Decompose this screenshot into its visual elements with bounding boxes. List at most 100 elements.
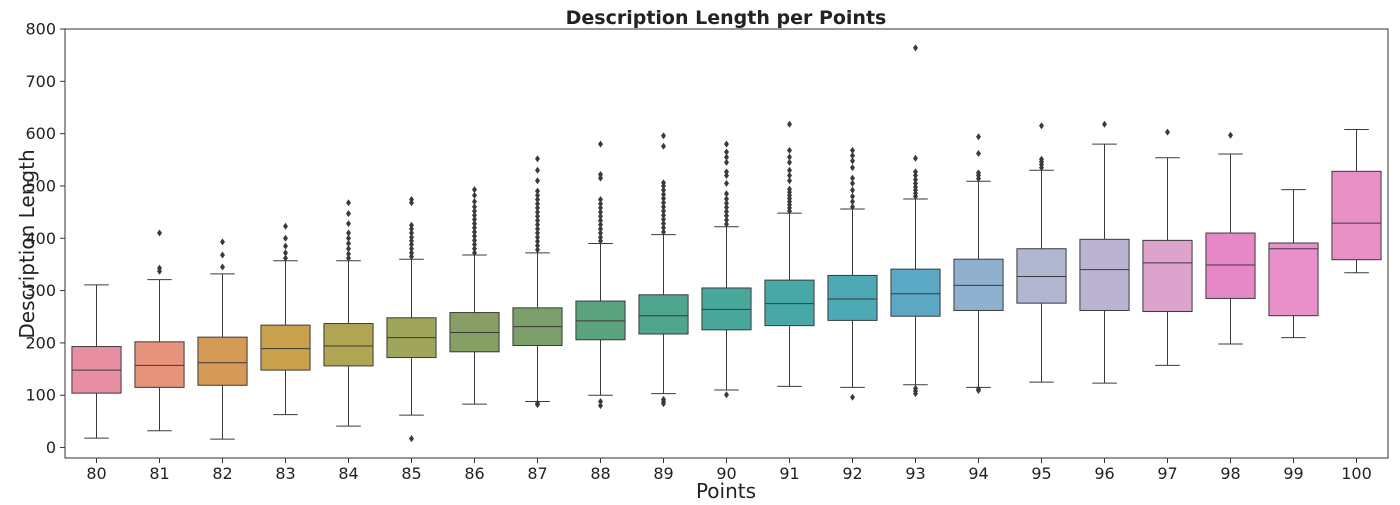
outlier-point	[598, 229, 603, 237]
outlier-point	[472, 211, 477, 219]
outlier-point	[850, 393, 855, 401]
outlier-point	[283, 242, 288, 250]
outlier-point	[850, 174, 855, 182]
x-tick-label: 92	[842, 464, 862, 483]
outlier-point	[661, 228, 666, 236]
outlier-point	[1228, 131, 1233, 139]
outlier-point	[913, 179, 918, 187]
outlier-point	[913, 168, 918, 176]
x-tick-label: 87	[527, 464, 547, 483]
box-96	[1079, 238, 1130, 311]
outlier-point	[409, 229, 414, 237]
outlier-point	[661, 220, 666, 228]
box-89	[638, 294, 689, 335]
outlier-point	[346, 250, 351, 258]
outlier-point	[472, 224, 477, 232]
outlier-point	[472, 207, 477, 215]
outlier-point	[598, 233, 603, 241]
outlier-point	[724, 140, 729, 148]
outlier-point	[598, 174, 603, 182]
box-82	[197, 336, 248, 386]
outlier-point	[472, 228, 477, 236]
x-tick-label: 91	[779, 464, 799, 483]
outlier-point	[724, 195, 729, 203]
outlier-point	[283, 222, 288, 230]
outlier-point	[409, 245, 414, 253]
box-93	[890, 268, 941, 317]
outlier-point	[913, 154, 918, 162]
outlier-point	[913, 171, 918, 179]
outlier-point	[283, 249, 288, 257]
box-91	[764, 279, 815, 327]
x-tick-label: 90	[716, 464, 736, 483]
outlier-point	[283, 254, 288, 262]
x-tick-label: 89	[653, 464, 673, 483]
x-tick-label: 80	[86, 464, 106, 483]
outlier-point	[787, 146, 792, 154]
outlier-point	[220, 263, 225, 271]
outlier-point	[598, 140, 603, 148]
outlier-point	[346, 229, 351, 237]
outlier-point	[1039, 155, 1044, 163]
outlier-point	[472, 232, 477, 240]
outlier-point	[598, 170, 603, 178]
outlier-point	[661, 203, 666, 211]
x-tick-label: 85	[401, 464, 421, 483]
outlier-point	[724, 148, 729, 156]
outlier-point	[346, 199, 351, 207]
outlier-point	[409, 221, 414, 229]
outlier-point	[535, 208, 540, 216]
outlier-point	[535, 216, 540, 224]
x-tick-label: 95	[1031, 464, 1051, 483]
outlier-point	[283, 234, 288, 242]
outlier-point	[661, 179, 666, 187]
y-tick-label: 0	[46, 438, 56, 457]
outlier-point	[724, 203, 729, 211]
outlier-point	[850, 203, 855, 211]
outlier-point	[598, 216, 603, 224]
outlier-point	[472, 203, 477, 211]
outlier-point	[724, 391, 729, 399]
outlier-point	[598, 237, 603, 245]
outlier-point	[913, 44, 918, 52]
outlier-point	[346, 234, 351, 242]
box-92	[827, 274, 878, 321]
outlier-point	[409, 233, 414, 241]
outlier-point	[661, 186, 666, 194]
box-83	[260, 324, 311, 371]
outlier-point	[346, 240, 351, 247]
box-95	[1016, 248, 1067, 304]
outlier-point	[850, 179, 855, 187]
outlier-point	[472, 191, 477, 199]
y-axis-title: Description Length	[15, 149, 39, 338]
outlier-point	[472, 220, 477, 228]
outlier-point	[535, 221, 540, 229]
outlier-point	[472, 241, 477, 249]
box-88	[575, 300, 626, 341]
outlier-point	[850, 157, 855, 165]
outlier-point	[787, 185, 792, 193]
outlier-point	[787, 177, 792, 185]
outlier-point	[661, 207, 666, 215]
outlier-point	[661, 211, 666, 219]
outlier-point	[598, 208, 603, 216]
outlier-point	[598, 402, 603, 410]
outlier-point	[661, 215, 666, 223]
outlier-point	[472, 249, 477, 257]
outlier-point	[850, 186, 855, 194]
outlier-point	[787, 120, 792, 128]
x-tick-label: 97	[1157, 464, 1177, 483]
outlier-point	[661, 190, 666, 198]
x-tick-label: 86	[464, 464, 484, 483]
outlier-point	[661, 395, 666, 403]
outlier-point	[724, 179, 729, 187]
outlier-point	[535, 233, 540, 241]
outlier-point	[535, 177, 540, 185]
x-tick-label: 88	[590, 464, 610, 483]
outlier-point	[346, 254, 351, 262]
outlier-point	[535, 212, 540, 220]
outlier-point	[913, 176, 918, 184]
outlier-point	[598, 221, 603, 229]
x-tick-label: 83	[275, 464, 295, 483]
